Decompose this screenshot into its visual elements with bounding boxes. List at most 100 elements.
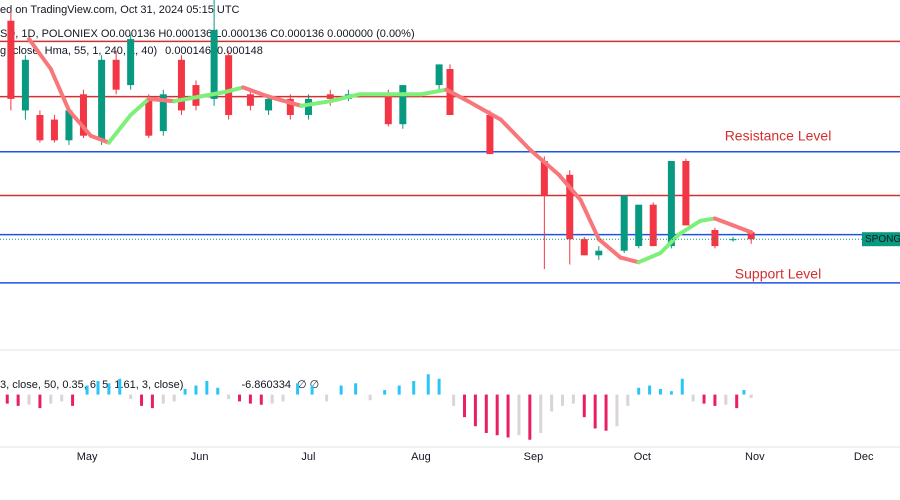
histogram-bar bbox=[150, 394, 154, 409]
histogram-bar bbox=[648, 385, 652, 395]
histogram-bar bbox=[96, 381, 100, 395]
histogram-bar bbox=[5, 394, 9, 404]
histogram-bar bbox=[437, 378, 441, 395]
candle-body bbox=[50, 119, 58, 141]
x-tick-label: Dec bbox=[854, 451, 874, 463]
candle-body bbox=[159, 94, 167, 132]
histogram-bar bbox=[60, 394, 64, 402]
candle-body bbox=[177, 59, 185, 111]
histogram-bar bbox=[161, 394, 165, 404]
histogram-bar bbox=[183, 388, 187, 395]
hma-segment bbox=[48, 67, 71, 113]
histogram-bar bbox=[539, 394, 543, 433]
histogram-bar bbox=[637, 387, 641, 395]
hma-segment bbox=[618, 255, 641, 265]
hma-segment bbox=[596, 237, 623, 260]
annotation: Support Level bbox=[735, 266, 821, 282]
histogram-bar bbox=[735, 394, 739, 409]
hma-segment bbox=[27, 37, 53, 71]
x-tick-label: Oct bbox=[634, 451, 651, 463]
candle-body bbox=[145, 98, 153, 136]
histogram-bar bbox=[702, 394, 706, 404]
histogram-bar bbox=[615, 394, 619, 427]
histogram-bar bbox=[325, 394, 329, 402]
symbol-line: SD, 1D, POLONIEX O0.000136 H0.000136 L0.… bbox=[0, 28, 415, 40]
candle-body bbox=[566, 174, 574, 240]
hma-segment bbox=[241, 85, 271, 99]
oscillator-flags: ∅ ∅ bbox=[297, 379, 319, 391]
candle-body bbox=[580, 239, 588, 256]
hma-segment bbox=[146, 96, 177, 104]
histogram-bar bbox=[506, 394, 510, 438]
hma-segment bbox=[328, 92, 362, 104]
hma-segment bbox=[223, 85, 246, 94]
candle-body bbox=[635, 204, 643, 247]
histogram-bar bbox=[259, 394, 263, 405]
histogram-bar bbox=[27, 394, 31, 405]
indicator-value: 0.000146 bbox=[165, 45, 211, 57]
candle-body bbox=[265, 98, 273, 111]
hma-segment bbox=[556, 172, 583, 203]
x-tick-label: Jun bbox=[191, 451, 209, 463]
hma-segment bbox=[66, 108, 93, 138]
candle-body bbox=[729, 239, 737, 241]
candle-body bbox=[595, 250, 603, 256]
histogram-bar bbox=[107, 383, 111, 395]
symbol-tag-box bbox=[862, 232, 900, 247]
indicator-value: 0.000148 bbox=[217, 45, 263, 57]
histogram-bar bbox=[561, 394, 564, 406]
histogram-bar bbox=[517, 394, 521, 436]
hma-segment bbox=[658, 232, 681, 255]
histogram-bar bbox=[216, 387, 220, 395]
hma-segment bbox=[88, 133, 111, 145]
x-tick-label: Jul bbox=[301, 451, 315, 463]
hma-segment bbox=[498, 117, 532, 152]
candle-body bbox=[326, 94, 334, 99]
candle-body bbox=[384, 94, 392, 125]
symbol-tag: SPONG bbox=[865, 234, 900, 245]
header: ed on TradingView.com, Oct 31, 2024 05:1… bbox=[0, 4, 240, 16]
histogram-bar bbox=[412, 381, 416, 395]
candle-body bbox=[304, 98, 312, 115]
candle-body bbox=[21, 59, 29, 111]
oscillator-value: -6.860334 bbox=[241, 379, 291, 391]
candle-body bbox=[667, 161, 675, 247]
candle-body bbox=[36, 115, 44, 141]
histogram-bar bbox=[205, 381, 209, 395]
histogram-bar bbox=[16, 394, 20, 406]
candle-body bbox=[79, 94, 87, 136]
candle-body bbox=[210, 29, 218, 99]
x-tick-label: Sep bbox=[524, 451, 544, 463]
histogram-bar bbox=[270, 394, 274, 404]
candle-body bbox=[246, 94, 254, 106]
histogram-bar bbox=[310, 385, 314, 395]
histogram-bar bbox=[339, 385, 343, 395]
candle-body bbox=[620, 195, 628, 251]
histogram-bar bbox=[495, 394, 499, 436]
histogram-bar bbox=[658, 388, 662, 395]
histogram-bar bbox=[383, 390, 387, 395]
histogram-bar bbox=[582, 394, 586, 418]
histogram-bar bbox=[463, 394, 467, 418]
histogram-bar bbox=[669, 391, 673, 395]
candle-body bbox=[399, 85, 407, 125]
hma-segment bbox=[698, 216, 717, 223]
candle-body bbox=[65, 110, 73, 141]
annotation: Resistance Level bbox=[725, 128, 832, 144]
histogram-bar bbox=[368, 394, 372, 401]
hma-segment bbox=[712, 216, 736, 228]
candle-body bbox=[98, 59, 106, 141]
histogram-bar bbox=[713, 394, 717, 406]
histogram-bar bbox=[571, 394, 575, 404]
histogram-bar bbox=[194, 385, 198, 395]
histogram-bar bbox=[691, 394, 695, 402]
x-tick-label: May bbox=[77, 451, 98, 463]
histogram-bar bbox=[354, 383, 358, 395]
histogram-bar bbox=[281, 394, 285, 402]
candle-body bbox=[127, 39, 135, 86]
histogram-bar bbox=[604, 394, 608, 431]
candle-body bbox=[540, 161, 548, 196]
histogram-bar bbox=[426, 374, 430, 395]
candle-body bbox=[7, 20, 15, 99]
